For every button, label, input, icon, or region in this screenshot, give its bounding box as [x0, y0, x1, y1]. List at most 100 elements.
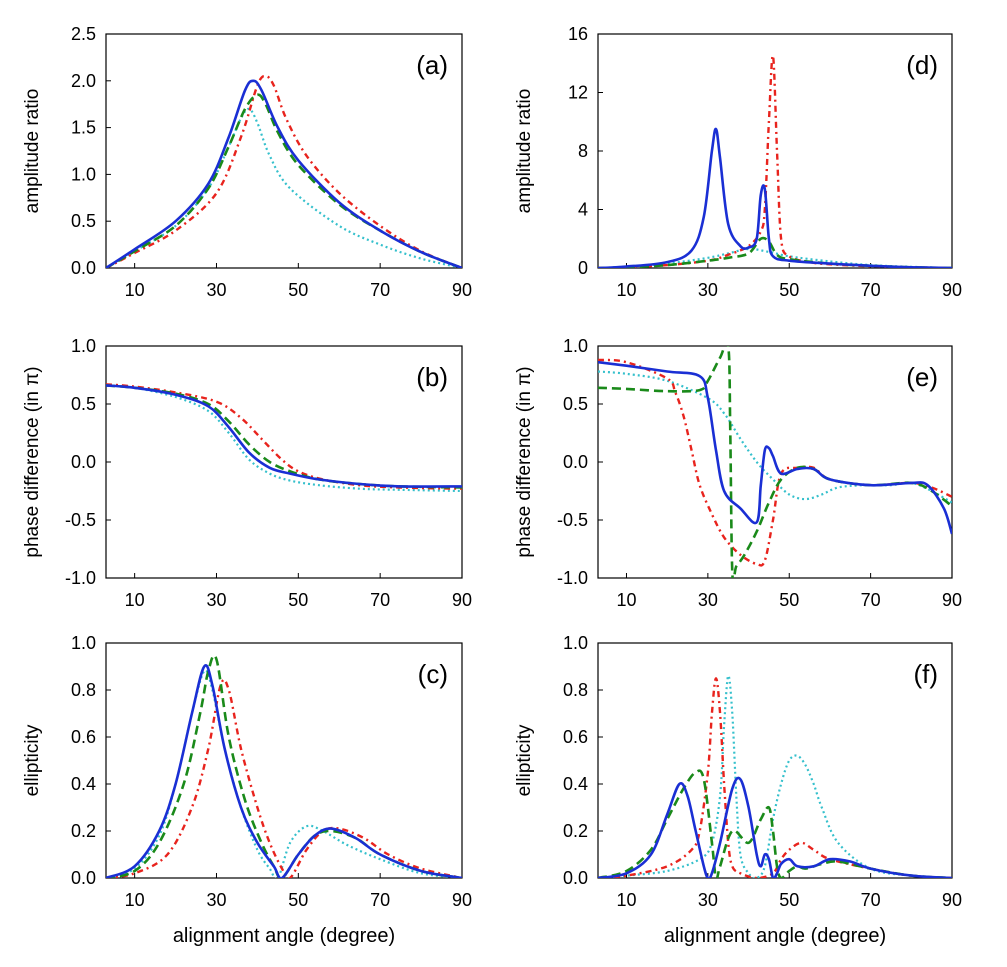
x-tick-label: 50	[779, 280, 799, 300]
panel-label: (d)	[906, 50, 938, 80]
series-dotdash	[106, 678, 462, 878]
y-tick-label: 0.0	[563, 868, 588, 888]
series-solid	[598, 360, 952, 535]
panel-f: 0.0 0.2 0.4 0.6 0.8 1.0 10 30 50 70 90 (f) elliptici…	[514, 633, 962, 947]
series-solid	[598, 127, 952, 268]
x-tick-label: 10	[616, 590, 636, 610]
series-dotdash	[598, 54, 952, 268]
y-tick-label: -1.0	[65, 568, 96, 588]
panel-f-series	[598, 674, 952, 878]
y-tick-label: 1.0	[71, 633, 96, 653]
y-tick-label: -0.5	[557, 510, 588, 530]
y-tick-label: 1.0	[71, 336, 96, 356]
series-solid	[598, 776, 952, 878]
series-solid	[106, 664, 462, 878]
series-dotdash	[106, 383, 462, 490]
x-tick-label: 70	[861, 890, 881, 910]
x-tick-label: 30	[698, 590, 718, 610]
y-tick-label: 0.2	[71, 821, 96, 841]
y-axis-label: amplitude ratio	[514, 89, 535, 214]
x-tick-label: 10	[616, 890, 636, 910]
x-tick-label: 30	[206, 590, 226, 610]
y-tick-label: 0.5	[563, 394, 588, 414]
y-tick-label: 0	[578, 258, 588, 278]
series-dotted	[598, 370, 952, 504]
y-tick-label: 0.5	[71, 394, 96, 414]
series-dotdash	[106, 74, 462, 268]
x-axis-label: alignment angle (degree)	[173, 925, 395, 947]
panel-c-frame	[105, 642, 463, 879]
series-dotted	[106, 384, 462, 493]
y-tick-label: 1.0	[563, 633, 588, 653]
x-tick-label: 70	[370, 280, 390, 300]
y-tick-label: 8	[578, 141, 588, 161]
x-tick-label: 90	[942, 590, 962, 610]
x-tick-label: 10	[125, 590, 145, 610]
series-dashed	[106, 654, 462, 878]
series-dotted	[106, 669, 462, 878]
y-tick-label: -0.5	[65, 510, 96, 530]
series-dashed	[106, 93, 462, 268]
panel-label: (e)	[906, 362, 938, 392]
x-tick-label: 30	[698, 280, 718, 300]
y-tick-label: 0.2	[563, 821, 588, 841]
y-tick-label: 0.0	[71, 452, 96, 472]
x-tick-label: 50	[779, 590, 799, 610]
panel-label: (c)	[418, 659, 448, 689]
y-tick-label: 0.0	[71, 258, 96, 278]
x-tick-label: 90	[452, 890, 472, 910]
panel-label: (b)	[416, 362, 448, 392]
x-tick-label: 70	[861, 280, 881, 300]
y-tick-label: 12	[568, 83, 588, 103]
panel-label: (a)	[416, 50, 448, 80]
panel-f-frame	[597, 642, 953, 879]
x-tick-label: 30	[698, 890, 718, 910]
x-tick-label: 50	[288, 280, 308, 300]
y-axis-label: phase difference (in π)	[514, 366, 535, 557]
x-axis-label: alignment angle (degree)	[664, 925, 886, 947]
y-tick-label: 1.0	[71, 164, 96, 184]
x-tick-label: 90	[942, 890, 962, 910]
panel-b-series	[106, 383, 462, 493]
panel-label: (f)	[913, 659, 938, 689]
y-axis-label: ellipticity	[22, 724, 43, 796]
y-tick-label: 0.6	[71, 727, 96, 747]
x-tick-label: 90	[942, 280, 962, 300]
panel-d-series	[598, 54, 952, 268]
panel-b: -1.0 -0.5 0.0 0.5 1.0 10 30 50 70 90 (b) phase diff…	[22, 336, 472, 610]
x-tick-label: 30	[206, 280, 226, 300]
y-tick-label: 0.4	[71, 774, 96, 794]
series-solid	[106, 384, 462, 488]
y-tick-label: 0.8	[563, 680, 588, 700]
y-tick-label: 0.0	[71, 868, 96, 888]
y-tick-label: 0.5	[71, 211, 96, 231]
x-tick-label: 30	[206, 890, 226, 910]
y-tick-label: 2.5	[71, 24, 96, 44]
y-tick-label: 0.8	[71, 680, 96, 700]
y-tick-label: 2.0	[71, 71, 96, 91]
x-tick-label: 10	[125, 890, 145, 910]
panel-d: 0 4 8 12 16 10 30 50 70 90 (d) amplitude ratio	[514, 24, 962, 300]
x-tick-label: 90	[452, 280, 472, 300]
x-tick-label: 10	[125, 280, 145, 300]
panel-a-frame	[105, 33, 463, 269]
y-axis-label: amplitude ratio	[22, 89, 43, 214]
y-tick-label: 4	[578, 200, 588, 220]
x-tick-label: 50	[779, 890, 799, 910]
panel-e-series	[598, 346, 952, 578]
y-tick-label: 0.6	[563, 727, 588, 747]
x-tick-label: 10	[616, 280, 636, 300]
y-tick-label: 1.5	[71, 118, 96, 138]
panel-a-series	[106, 74, 462, 268]
x-tick-label: 70	[861, 590, 881, 610]
y-tick-label: 16	[568, 24, 588, 44]
x-tick-label: 50	[288, 590, 308, 610]
series-solid	[106, 79, 462, 268]
x-tick-label: 70	[370, 890, 390, 910]
panel-c-series	[106, 654, 462, 878]
panel-e: -1.0 -0.5 0.0 0.5 1.0 10 30 50 70 90 (e) phase diff…	[514, 336, 962, 610]
panel-c: 0.0 0.2 0.4 0.6 0.8 1.0 10 30 50 70 90 (c) elliptici…	[22, 633, 472, 947]
y-axis-label: phase difference (in π)	[22, 366, 43, 557]
y-tick-label: 0.4	[563, 774, 588, 794]
